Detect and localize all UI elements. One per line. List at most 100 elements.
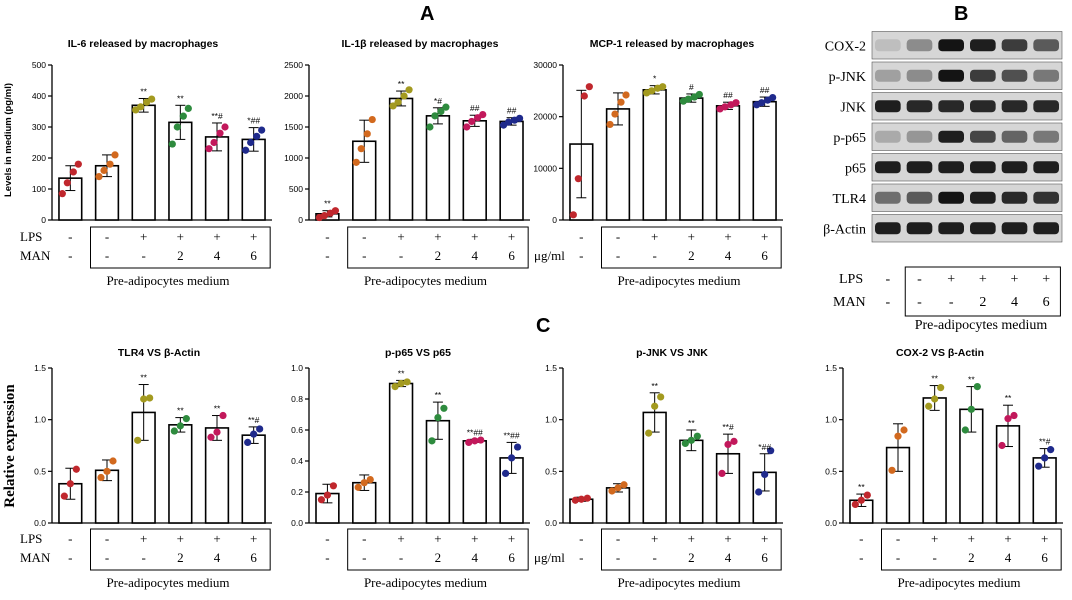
man-value: - (652, 550, 656, 565)
lps-value: + (434, 229, 441, 244)
data-point (973, 383, 981, 391)
bottom-y-axis-label: Relative expression (2, 384, 18, 508)
lps-value: + (140, 229, 147, 244)
man-value: - (141, 248, 145, 263)
y-tick-label: 100 (32, 184, 46, 194)
data-point (216, 129, 224, 137)
man-value: - (141, 550, 145, 565)
data-point (693, 432, 701, 440)
lps-value: + (471, 531, 478, 546)
data-point (504, 118, 513, 126)
lps-value: - (859, 531, 863, 546)
data-point (352, 158, 360, 166)
blot-treatment-box (904, 266, 1061, 317)
y-tick-label: 0.4 (291, 456, 303, 466)
y-tick-label: 1.0 (545, 415, 557, 425)
blot-band (906, 161, 933, 174)
blot-band (1033, 191, 1059, 204)
bar (462, 120, 487, 221)
man-value: 6 (761, 248, 768, 263)
charts-layer: IL-6 released by macrophages010020030040… (20, 38, 1063, 590)
data-point (937, 384, 945, 392)
significance-annotation: ** (931, 374, 938, 384)
blot-row-label: TLR4 (833, 192, 866, 207)
man-value: 4 (472, 248, 479, 263)
significance-annotation: ** (177, 406, 184, 416)
man-value: - (362, 248, 366, 263)
lps-value: + (761, 531, 768, 546)
blot-band (1033, 161, 1059, 174)
blot-band (875, 100, 901, 113)
group-label: Pre-adipocytes medium (617, 273, 740, 288)
data-point (134, 436, 142, 444)
data-point (221, 123, 229, 131)
lps-value: - (362, 229, 366, 244)
y-tick-label: 20000 (533, 112, 557, 122)
data-point (60, 492, 68, 500)
blot-band (970, 39, 996, 52)
man-value: - (105, 248, 109, 263)
blot-lps-value: - (917, 272, 922, 287)
data-point (730, 437, 738, 445)
y-tick-label: 1.5 (545, 363, 557, 373)
man-value: - (68, 248, 72, 263)
data-point (317, 496, 326, 504)
panel-label-b: B (954, 3, 968, 25)
blot-row-label: COX-2 (825, 39, 866, 54)
blot-man-value: - (917, 295, 922, 310)
blot-row: JNK (840, 92, 1063, 121)
blot-band (938, 39, 964, 52)
blot-band (1033, 39, 1059, 52)
significance-annotation: ** (435, 390, 442, 400)
data-point (210, 138, 218, 147)
blot-band (875, 161, 901, 174)
lps-value: + (1041, 531, 1048, 546)
data-point (684, 95, 692, 103)
data-point (659, 83, 667, 91)
blot-membrane (871, 122, 1063, 151)
lps-value: + (250, 531, 257, 546)
unit-label: μg/ml (534, 550, 565, 565)
y-tick-label: 1.5 (34, 363, 46, 373)
y-tick-label: 0.8 (291, 394, 303, 404)
blot-row: COX-2 (825, 31, 1063, 60)
y-tick-label: 500 (289, 184, 303, 194)
y-tick-label: 0.6 (291, 425, 303, 435)
data-point (606, 120, 614, 129)
blot-band (906, 191, 933, 204)
panel-label-a: A (420, 3, 434, 25)
lps-value: - (68, 531, 72, 546)
data-point (137, 103, 145, 111)
man-value: 6 (250, 550, 257, 565)
lps-value: + (968, 531, 975, 546)
y-tick-label: 0.5 (545, 466, 557, 476)
data-point (244, 438, 252, 446)
unit-label: μg/ml (534, 248, 565, 263)
data-point (611, 110, 619, 118)
lps-value: + (724, 531, 731, 546)
bar (388, 97, 414, 221)
western-blot: COX-2 p-JNK JNK p-p65 p65 TLR4 β-Actin LPS MAN - -… (823, 31, 1063, 333)
data-point (614, 484, 622, 492)
blot-man-value: 6 (1043, 295, 1050, 310)
blot-band (1001, 222, 1028, 235)
data-point (205, 145, 213, 153)
chart-title: MCP-1 released by macrophages (590, 38, 755, 50)
significance-annotation: * (653, 74, 657, 84)
data-point (651, 402, 659, 410)
blot-band (906, 39, 933, 52)
blot-band (1001, 130, 1028, 143)
man-value: 4 (725, 550, 732, 565)
blot-row-label: β-Actin (823, 222, 866, 237)
data-point (645, 429, 653, 437)
data-point (967, 405, 975, 413)
data-point (72, 465, 80, 473)
blot-band (1033, 222, 1059, 235)
data-point (681, 439, 689, 448)
data-point (732, 99, 740, 107)
data-point (695, 90, 703, 99)
man-value: - (652, 248, 656, 263)
data-point (400, 92, 408, 100)
blot-row: β-Actin (823, 214, 1063, 243)
lps-value: - (68, 229, 72, 244)
